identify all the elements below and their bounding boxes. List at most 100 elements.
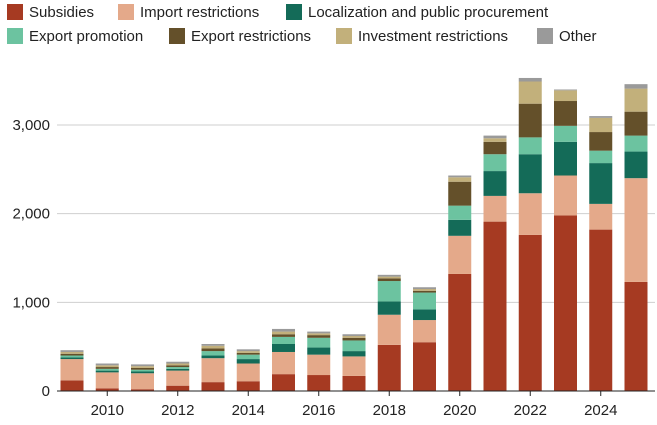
bar-segment-other-2011 bbox=[131, 364, 154, 367]
y-tick-label: 2,000 bbox=[12, 206, 50, 223]
bar-segment-investment-restrictions-2013 bbox=[201, 345, 225, 349]
legend-swatch bbox=[537, 28, 553, 44]
bar-segment-investment-restrictions-2015 bbox=[272, 331, 295, 335]
bar-segment-import-restrictions-2015 bbox=[272, 351, 295, 375]
bar-segment-other-2025 bbox=[624, 84, 648, 89]
legend-label: Investment restrictions bbox=[358, 28, 508, 45]
bar-segment-import-restrictions-2010 bbox=[95, 372, 119, 389]
legend-swatch bbox=[118, 4, 134, 20]
bar-segment-subsidies-2015 bbox=[272, 374, 295, 391]
bar-segment-investment-restrictions-2016 bbox=[307, 333, 331, 336]
x-tick-label: 2020 bbox=[443, 402, 476, 419]
bar-segment-subsidies-2013 bbox=[201, 382, 225, 391]
bar-stack-2018 bbox=[377, 274, 401, 391]
bar-stack-2010 bbox=[95, 363, 119, 391]
bar-stack-2017 bbox=[342, 334, 366, 391]
bar-segment-other-2009 bbox=[60, 350, 84, 352]
bar-stack-2015 bbox=[272, 328, 295, 391]
x-tick-label: 2022 bbox=[514, 402, 547, 419]
bar-segment-investment-restrictions-2023 bbox=[554, 90, 577, 102]
bar-segment-other-2016 bbox=[307, 331, 331, 334]
legend-item-localization-and-public-procurement: Localization and public procurement bbox=[286, 4, 549, 21]
bar-segment-investment-restrictions-2021 bbox=[483, 138, 507, 142]
bar-segment-localization-and-public-procurement-2012 bbox=[166, 368, 190, 371]
bar-segment-other-2024 bbox=[589, 116, 613, 118]
legend-item-subsidies: Subsidies bbox=[7, 4, 94, 21]
legend-label: Subsidies bbox=[29, 4, 94, 21]
bar-segment-investment-restrictions-2012 bbox=[166, 363, 190, 366]
bar-stack-2020 bbox=[448, 175, 472, 391]
bar-segment-export-promotion-2015 bbox=[272, 336, 295, 344]
bar-segment-export-restrictions-2014 bbox=[236, 352, 260, 355]
bar-segment-export-promotion-2014 bbox=[236, 354, 260, 360]
bar-segment-investment-restrictions-2014 bbox=[236, 351, 260, 353]
bar-stack-2021 bbox=[483, 135, 507, 391]
legend-swatch bbox=[336, 28, 352, 44]
bar-segment-localization-and-public-procurement-2019 bbox=[413, 309, 436, 321]
legend-label: Export restrictions bbox=[191, 28, 311, 45]
x-tick-label: 2024 bbox=[584, 402, 617, 419]
x-tick-label: 2018 bbox=[373, 402, 406, 419]
bar-segment-other-2020 bbox=[448, 175, 472, 178]
bar-segment-localization-and-public-procurement-2022 bbox=[518, 154, 542, 194]
bar-segment-export-promotion-2011 bbox=[131, 369, 154, 372]
bar-segment-export-restrictions-2015 bbox=[272, 334, 295, 337]
bar-segment-export-promotion-2017 bbox=[342, 340, 366, 352]
legend-swatch bbox=[169, 28, 185, 44]
bar-segment-investment-restrictions-2019 bbox=[413, 289, 436, 291]
bar-segment-import-restrictions-2023 bbox=[554, 175, 577, 216]
bar-segment-export-restrictions-2025 bbox=[624, 111, 648, 136]
bar-segment-localization-and-public-procurement-2018 bbox=[377, 301, 401, 315]
bar-segment-localization-and-public-procurement-2014 bbox=[236, 359, 260, 364]
bar-segment-localization-and-public-procurement-2021 bbox=[483, 171, 507, 196]
bar-segment-export-promotion-2018 bbox=[377, 281, 401, 302]
bar-segment-import-restrictions-2016 bbox=[307, 354, 331, 376]
bar-segment-localization-and-public-procurement-2013 bbox=[201, 355, 225, 359]
bar-segment-localization-and-public-procurement-2017 bbox=[342, 351, 366, 357]
bar-segment-subsidies-2023 bbox=[554, 215, 577, 391]
bar-segment-import-restrictions-2011 bbox=[131, 373, 154, 390]
bar-segment-import-restrictions-2012 bbox=[166, 370, 190, 386]
bar-segment-export-promotion-2025 bbox=[624, 135, 648, 152]
bar-segment-other-2015 bbox=[272, 328, 295, 332]
y-tick-label: 1,000 bbox=[12, 294, 50, 311]
bar-stack-2014 bbox=[236, 349, 260, 391]
bar-segment-localization-and-public-procurement-2025 bbox=[624, 151, 648, 179]
bar-segment-subsidies-2018 bbox=[377, 344, 401, 391]
bar-segment-other-2014 bbox=[236, 349, 260, 352]
bar-segment-investment-restrictions-2020 bbox=[448, 177, 472, 182]
bar-stack-2016 bbox=[307, 331, 331, 391]
legend-item-investment-restrictions: Investment restrictions bbox=[336, 28, 508, 45]
bar-segment-import-restrictions-2025 bbox=[624, 178, 648, 282]
bar-segment-import-restrictions-2021 bbox=[483, 195, 507, 222]
legend: Subsidies Import restrictions Localization… bbox=[7, 4, 597, 45]
bar-segment-export-restrictions-2023 bbox=[554, 101, 577, 126]
bar-segment-localization-and-public-procurement-2009 bbox=[60, 357, 84, 360]
x-tick-label: 2016 bbox=[302, 402, 335, 419]
legend-item-import-restrictions: Import restrictions bbox=[118, 4, 259, 21]
y-tick-label: 3,000 bbox=[12, 117, 50, 134]
legend-item-export-promotion: Export promotion bbox=[7, 28, 143, 45]
bar-segment-other-2019 bbox=[413, 287, 436, 290]
bar-segment-investment-restrictions-2022 bbox=[518, 81, 542, 104]
bar-segment-export-promotion-2022 bbox=[518, 137, 542, 155]
bar-stack-2011 bbox=[131, 364, 154, 391]
bar-segment-export-restrictions-2022 bbox=[518, 103, 542, 138]
bar-segment-export-restrictions-2020 bbox=[448, 181, 472, 206]
bar-segment-other-2017 bbox=[342, 334, 366, 337]
legend-label: Localization and public procurement bbox=[308, 4, 549, 21]
legend-swatch bbox=[286, 4, 302, 20]
legend-label: Other bbox=[559, 28, 597, 45]
bar-segment-export-promotion-2016 bbox=[307, 337, 331, 348]
bars bbox=[60, 77, 648, 391]
bar-stack-2013 bbox=[201, 343, 225, 391]
legend-item-other: Other bbox=[537, 28, 597, 45]
bar-segment-localization-and-public-procurement-2016 bbox=[307, 347, 331, 355]
bar-segment-investment-restrictions-2011 bbox=[131, 366, 154, 368]
bar-segment-other-2022 bbox=[518, 77, 542, 82]
bar-segment-import-restrictions-2018 bbox=[377, 314, 401, 345]
bar-segment-export-restrictions-2016 bbox=[307, 335, 331, 338]
bar-segment-export-promotion-2013 bbox=[201, 351, 225, 356]
bar-segment-export-promotion-2021 bbox=[483, 154, 507, 172]
bar-segment-import-restrictions-2013 bbox=[201, 358, 225, 383]
